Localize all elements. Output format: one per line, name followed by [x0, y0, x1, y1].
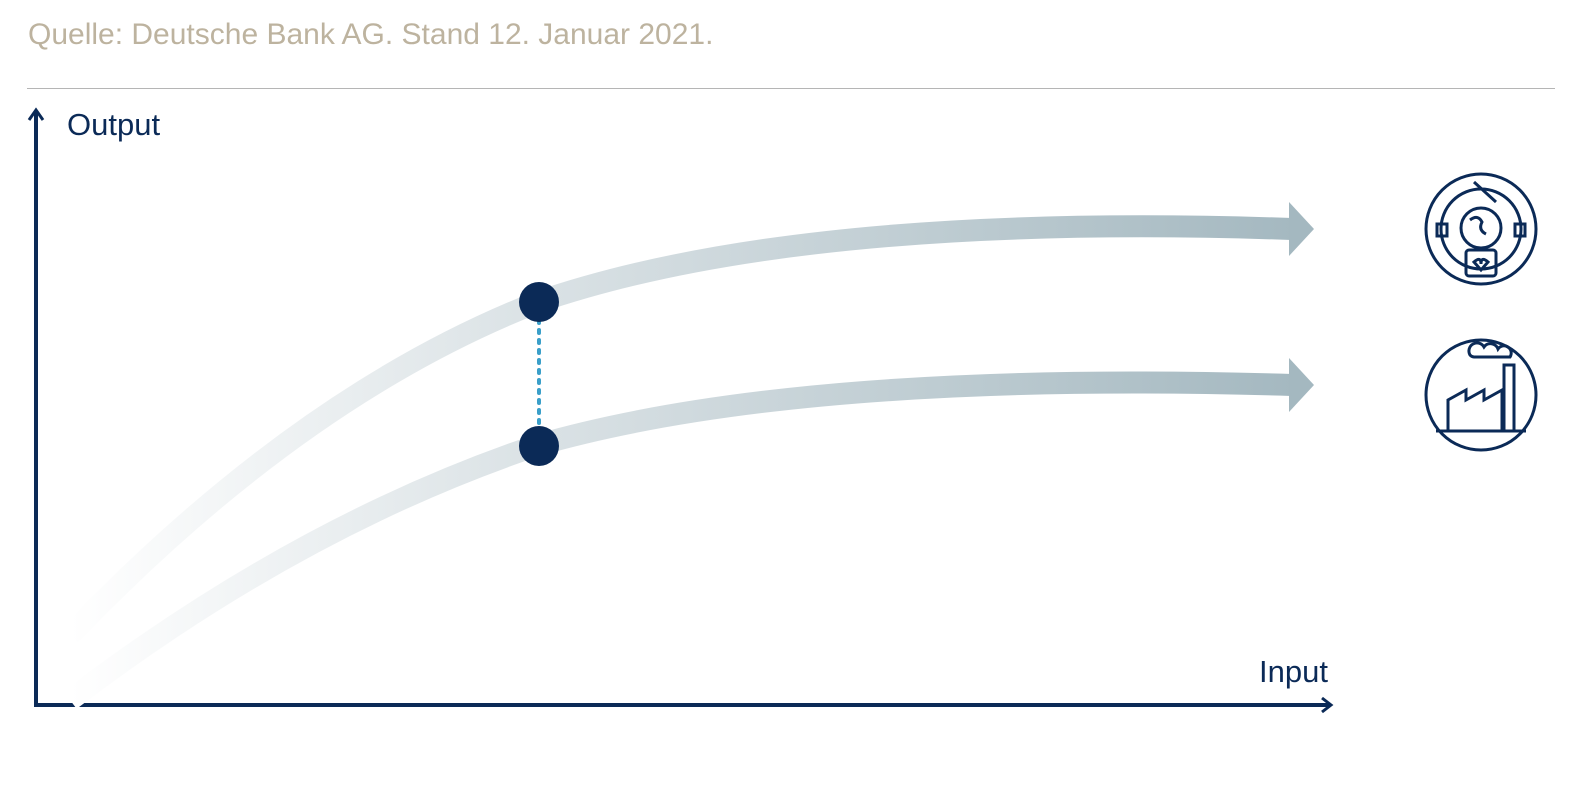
sustainability-icon — [1424, 172, 1538, 286]
x-axis-label: Input — [1259, 654, 1328, 689]
upper-point — [519, 282, 559, 322]
lower-arrowhead — [1289, 358, 1314, 412]
lower-point — [519, 426, 559, 466]
x-axis-arrow — [1321, 696, 1334, 714]
divider — [27, 88, 1555, 89]
source-note: Quelle: Deutsche Bank AG. Stand 12. Janu… — [28, 18, 714, 51]
lower-curve — [63, 371, 1293, 709]
upper-arrowhead — [1289, 202, 1314, 256]
y-axis-arrow — [27, 107, 45, 121]
factory-icon — [1424, 338, 1538, 452]
y-axis-label: Output — [67, 107, 160, 142]
